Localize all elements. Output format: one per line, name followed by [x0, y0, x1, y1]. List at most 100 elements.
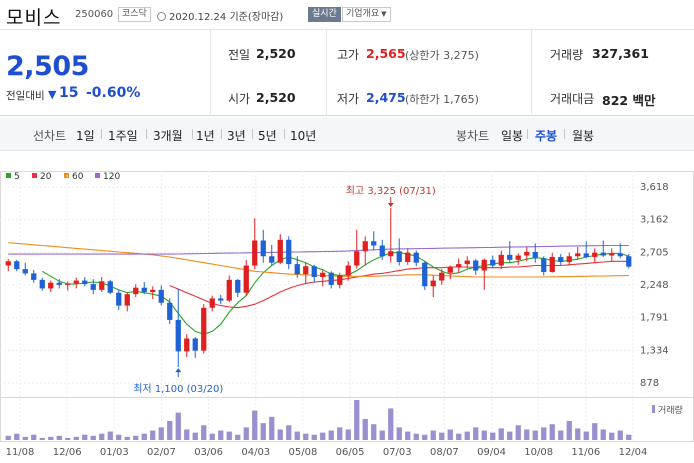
candle-body[interactable]: [269, 256, 275, 263]
candle-body[interactable]: [439, 272, 445, 281]
candle-body[interactable]: [600, 252, 606, 256]
candle-body[interactable]: [447, 266, 453, 273]
candle-body[interactable]: [498, 254, 504, 266]
candle-body[interactable]: [73, 280, 79, 284]
candle-body[interactable]: [65, 283, 71, 285]
candle-body[interactable]: [311, 266, 317, 277]
candle-body[interactable]: [532, 251, 538, 259]
stock-name[interactable]: 모비스: [6, 7, 62, 29]
tab-1-week[interactable]: 1주일: [108, 129, 138, 143]
candle-body[interactable]: [515, 255, 521, 260]
candle-body[interactable]: [592, 252, 598, 257]
candle-body[interactable]: [558, 256, 564, 262]
candle-body[interactable]: [243, 265, 249, 293]
legend-label: 20: [40, 172, 52, 182]
x-tick-label: 03/06: [194, 447, 223, 458]
candle-body[interactable]: [583, 253, 589, 257]
candle-body[interactable]: [209, 298, 215, 308]
candle-body[interactable]: [175, 319, 181, 352]
down-arrow-icon: ▼: [48, 88, 57, 101]
candle-body[interactable]: [150, 289, 156, 293]
candle-body[interactable]: [609, 253, 615, 256]
candle-body[interactable]: [260, 240, 266, 257]
x-tick-label: 06/05: [336, 447, 365, 458]
candle-body[interactable]: [116, 292, 122, 306]
candle-body[interactable]: [133, 287, 139, 295]
candle-body[interactable]: [524, 251, 530, 256]
candle-body[interactable]: [107, 281, 113, 293]
candle-body[interactable]: [294, 264, 300, 275]
candle-body[interactable]: [320, 272, 326, 277]
candle-body[interactable]: [507, 254, 513, 260]
candle-body[interactable]: [473, 260, 479, 271]
candle-body[interactable]: [396, 251, 402, 262]
candle-body[interactable]: [379, 245, 385, 257]
tab-3-months[interactable]: 3개월: [153, 129, 183, 143]
candle-body[interactable]: [14, 261, 20, 270]
volume-bar: [99, 433, 105, 440]
candle-body[interactable]: [252, 240, 258, 266]
volume-bar: [575, 428, 581, 440]
candle-body[interactable]: [362, 241, 368, 252]
candle-body[interactable]: [626, 256, 632, 267]
candle-body[interactable]: [31, 273, 37, 280]
candle-body[interactable]: [141, 287, 147, 293]
candle-body[interactable]: [99, 281, 105, 290]
candle-body[interactable]: [430, 280, 436, 287]
candle-body[interactable]: [549, 256, 555, 272]
candle-body[interactable]: [226, 279, 232, 301]
tab-3-years[interactable]: 3년: [227, 129, 246, 143]
candle-body[interactable]: [456, 264, 462, 267]
candle-body[interactable]: [566, 256, 572, 262]
tab-1-day[interactable]: 1일: [76, 129, 95, 143]
candle-body[interactable]: [48, 282, 54, 289]
down-arrow-icon: [387, 202, 394, 207]
candle-body[interactable]: [277, 239, 283, 263]
candle-body[interactable]: [371, 241, 377, 246]
tab-1-year[interactable]: 1년: [196, 129, 215, 143]
candle-body[interactable]: [39, 279, 45, 289]
low-annotation: 최저 1,100 (03/20): [133, 383, 223, 395]
candle-body[interactable]: [235, 279, 241, 293]
candle-body[interactable]: [405, 252, 411, 262]
candle-body[interactable]: [158, 289, 164, 303]
legend-ma5: 5: [6, 172, 20, 182]
candle-body[interactable]: [575, 253, 581, 257]
volume-bar: [243, 427, 249, 440]
candle-body[interactable]: [201, 307, 207, 351]
x-tick-label: 02/07: [147, 447, 176, 458]
candle-body[interactable]: [303, 266, 309, 275]
candle-body[interactable]: [464, 260, 470, 265]
candle-body[interactable]: [413, 252, 419, 263]
tab-weekly[interactable]: 주봉: [535, 129, 558, 143]
candle-body[interactable]: [617, 253, 623, 257]
tab-5-years[interactable]: 5년: [258, 129, 277, 143]
candle-body[interactable]: [328, 272, 334, 285]
candle-body[interactable]: [337, 275, 343, 285]
divider: [146, 129, 147, 139]
candle-body[interactable]: [490, 259, 496, 266]
candle-body[interactable]: [5, 261, 11, 266]
candle-body[interactable]: [218, 298, 224, 301]
candle-body[interactable]: [388, 251, 394, 257]
candle-body[interactable]: [22, 269, 28, 274]
candle-body[interactable]: [82, 280, 88, 285]
candle-body[interactable]: [541, 258, 547, 272]
tab-daily[interactable]: 일봉: [501, 129, 524, 143]
candle-body[interactable]: [124, 294, 130, 306]
company-info-dropdown[interactable]: 기업개요 ▼: [342, 7, 391, 22]
candle-body[interactable]: [167, 302, 173, 320]
candle-body[interactable]: [90, 284, 96, 290]
candle-body[interactable]: [192, 338, 198, 351]
candle-body[interactable]: [422, 262, 428, 287]
candle-body[interactable]: [286, 239, 292, 265]
candlestick-chart[interactable]: 3,618 3,162 2,705 2,248 1,791 1,334 878 11/08 12…: [0, 151, 694, 463]
candle-body[interactable]: [354, 251, 360, 266]
realtime-button[interactable]: 실시간: [308, 7, 341, 22]
candle-body[interactable]: [481, 259, 487, 271]
tab-monthly[interactable]: 월봉: [572, 129, 595, 143]
candle-body[interactable]: [345, 265, 351, 276]
tab-10-years[interactable]: 10년: [290, 129, 317, 143]
candle-body[interactable]: [184, 338, 190, 352]
candle-body[interactable]: [56, 282, 62, 285]
